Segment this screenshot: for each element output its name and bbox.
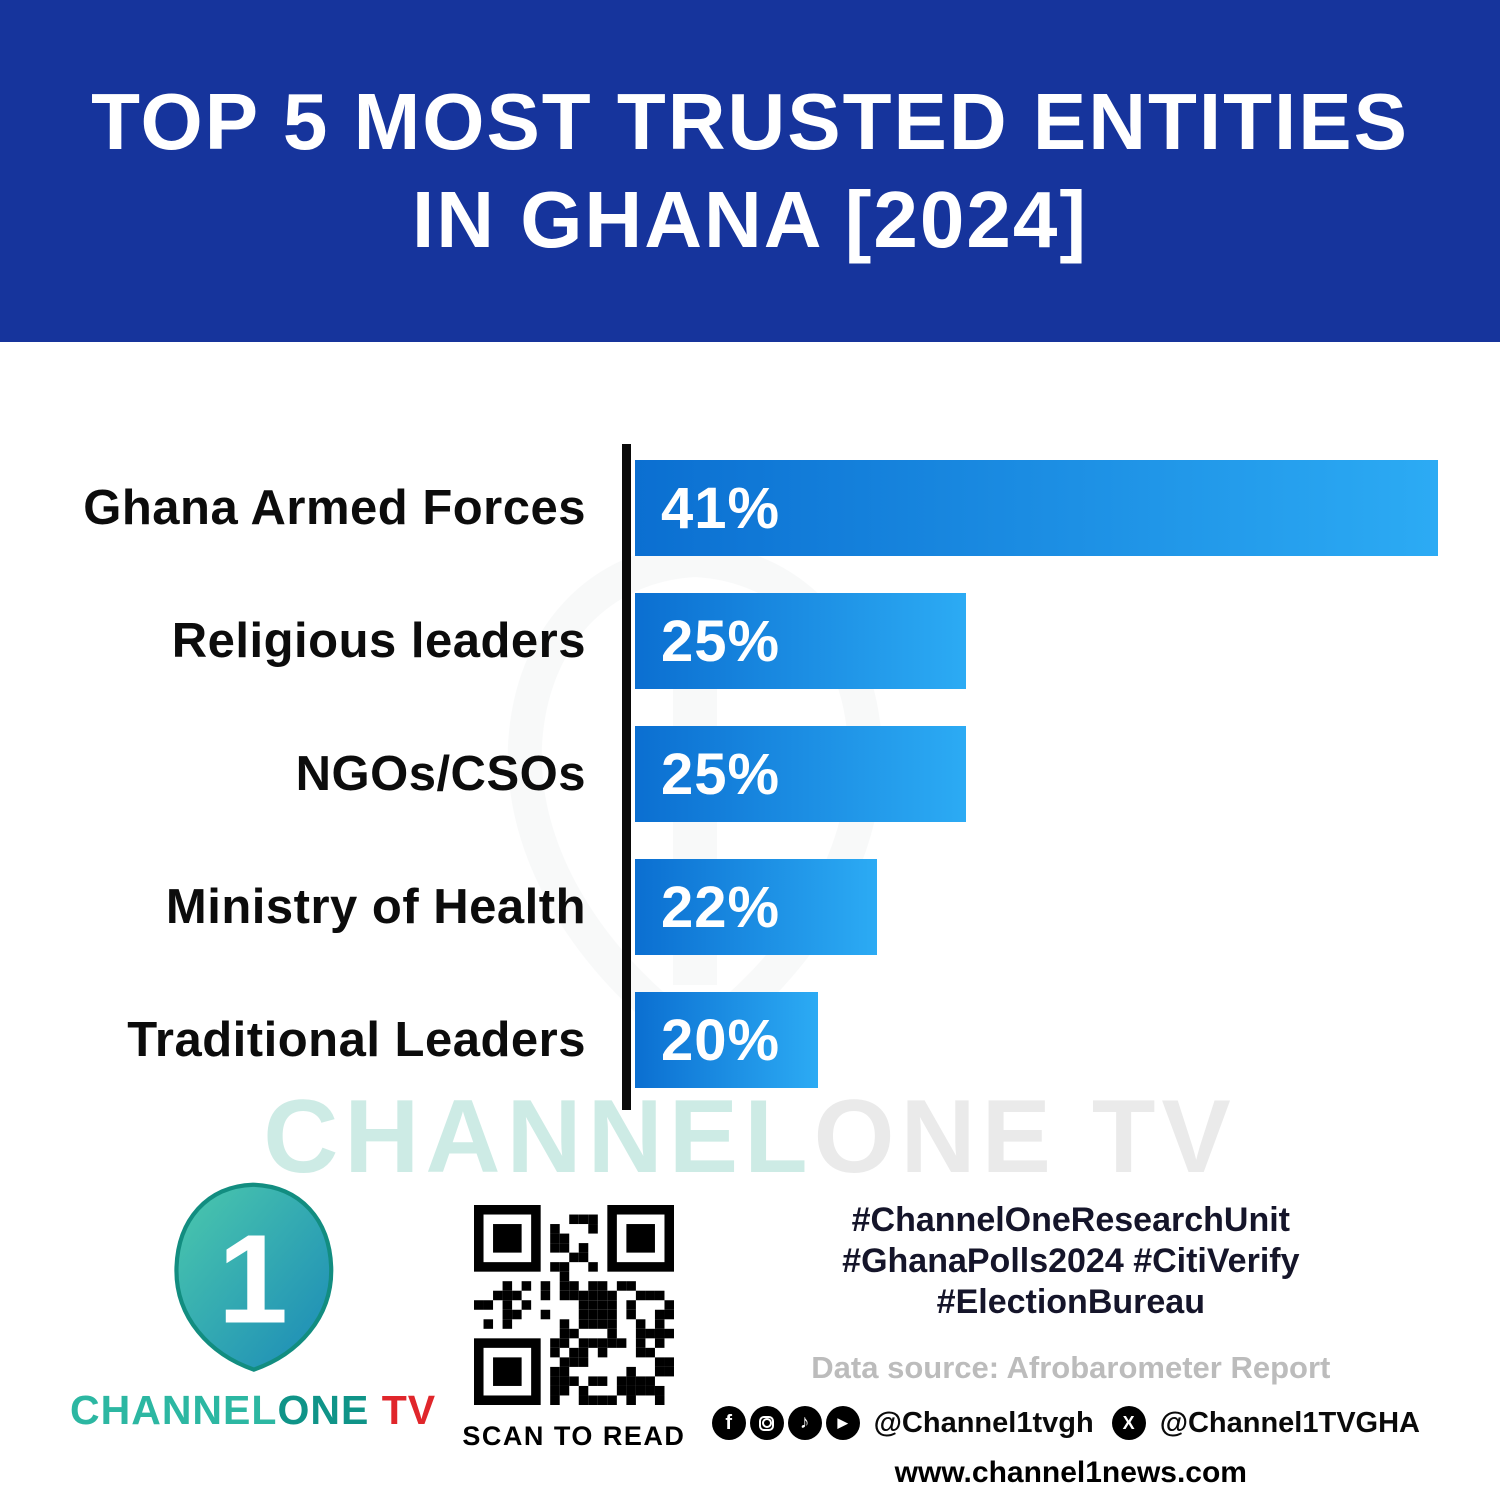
youtube-icon: ▶ [825, 1406, 860, 1441]
social-row: f ♪ ▶ @Channel1tvgh X @Channel1TVGHA [711, 1406, 1430, 1441]
x-icon: X [1111, 1406, 1146, 1441]
qr-caption: SCAN TO READ [462, 1421, 686, 1451]
bar-value-label: 25% [661, 608, 781, 674]
page-title-line-2: IN GHANA [2024] [411, 175, 1089, 264]
bar-row: NGOs/CSOs 25% [62, 726, 1438, 822]
bar-chart: Ghana Armed Forces 41% Religious leaders 25… [62, 444, 1438, 1110]
bar-row: Ministry of Health 22% [62, 859, 1438, 955]
hashtag-line-2: #GhanaPolls2024 #CitiVerify [842, 1241, 1300, 1280]
bar: 22% [635, 859, 877, 955]
category-label: NGOs/CSOs [295, 747, 586, 801]
instagram-icon [749, 1406, 784, 1441]
bar-row: Traditional Leaders 20% [62, 992, 1438, 1088]
chart-axis [622, 444, 631, 1110]
handle-primary: @Channel1tvgh [873, 1406, 1094, 1439]
hashtags-column: #ChannelOneResearchUnit #GhanaPolls2024 … [711, 1200, 1430, 1490]
bar-value-label: 20% [661, 1007, 781, 1073]
bar-track: 25% [635, 593, 1438, 689]
qr-code [473, 1205, 674, 1405]
facebook-icon: f [711, 1406, 746, 1441]
channel-one-logo-icon: 1 [174, 1182, 334, 1372]
bar-track: 20% [635, 992, 1438, 1088]
data-source-label: Data source: Afrobarometer Report [811, 1350, 1331, 1386]
bar-track: 22% [635, 859, 1438, 955]
brand-one: ONE [277, 1387, 370, 1433]
brand-channel: CHANNEL [70, 1387, 278, 1433]
bar: 25% [635, 726, 966, 822]
bar: 25% [635, 593, 966, 689]
handle-x: @Channel1TVGHA [1159, 1406, 1420, 1439]
bar-value-label: 25% [661, 741, 781, 807]
logo-column: 1 CHANNELONE TV [70, 1178, 436, 1434]
header-banner: TOP 5 MOST TRUSTED ENTITIES IN GHANA [20… [0, 0, 1500, 342]
bar: 20% [635, 992, 819, 1088]
bar: 41% [635, 460, 1438, 556]
category-label: Ghana Armed Forces [83, 481, 586, 535]
website-url: www.channel1news.com [894, 1456, 1247, 1490]
category-label: Traditional Leaders [127, 1013, 586, 1067]
footer: 1 CHANNELONE TV SCAN TO READ #ChannelOne… [0, 1178, 1500, 1490]
hashtag-line-3: #ElectionBureau [936, 1282, 1205, 1321]
qr-column: SCAN TO READ [436, 1205, 712, 1452]
page-title-line-1: TOP 5 MOST TRUSTED ENTITIES [91, 77, 1409, 166]
bar-value-label: 22% [661, 874, 781, 940]
tiktok-icon: ♪ [787, 1406, 822, 1441]
brand-wordmark: CHANNELONE TV [70, 1387, 436, 1434]
bar-track: 41% [635, 460, 1438, 556]
bar-track: 25% [635, 726, 1438, 822]
category-label: Religious leaders [171, 614, 586, 668]
category-label: Ministry of Health [165, 880, 586, 934]
bar-row: Ghana Armed Forces 41% [62, 460, 1438, 556]
bar-row: Religious leaders 25% [62, 593, 1438, 689]
logo-digit: 1 [218, 1209, 288, 1350]
chart-rows: Ghana Armed Forces 41% Religious leaders 25… [62, 460, 1438, 1088]
hashtag-line-1: #ChannelOneResearchUnit [851, 1201, 1290, 1239]
bar-value-label: 41% [661, 475, 781, 541]
brand-tv: TV [369, 1387, 437, 1433]
